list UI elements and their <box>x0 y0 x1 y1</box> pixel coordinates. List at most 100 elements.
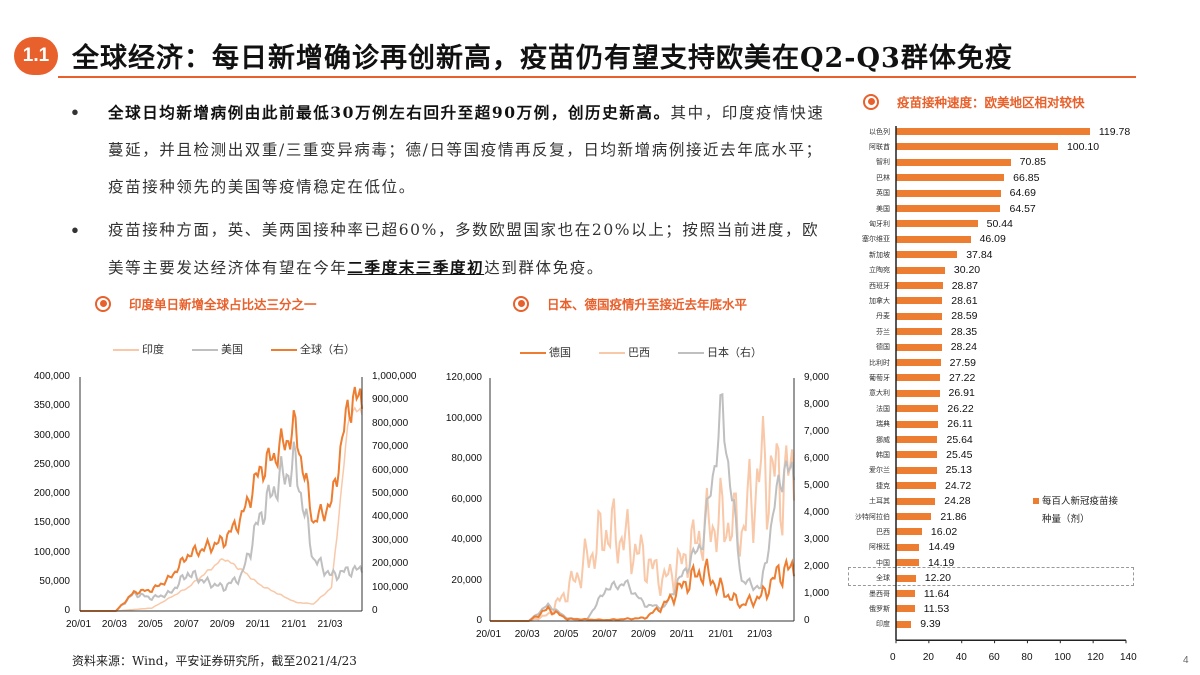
bar-category-label: 印度 <box>876 620 890 629</box>
bar-category-label: 西班牙 <box>869 281 890 290</box>
bar-category-label: 墨西哥 <box>869 589 890 598</box>
axis-tick-label: 150,000 <box>33 517 70 529</box>
page-title: 全球经济：每日新增确诊再创新高，疫苗仍有望支持欧美在Q2-Q3群体免疫 <box>72 43 1013 74</box>
axis-tick-label: 8,000 <box>804 399 830 410</box>
bar-row: 新加坡 37.84 <box>850 247 993 262</box>
target-icon <box>863 93 879 110</box>
chart2-title-text: 日本、德国疫情升至接近去年底水平 <box>547 297 748 312</box>
bar-value-label: 64.57 <box>1009 202 1036 215</box>
bar <box>896 359 941 366</box>
bar-value-label: 9.39 <box>920 618 941 631</box>
axis-tick-label: 0 <box>372 605 378 616</box>
axis-tick-label: 20,000 <box>451 574 482 586</box>
bar <box>896 143 1058 151</box>
bar-row: 阿根廷 14.49 <box>850 540 955 555</box>
bar <box>896 543 920 551</box>
bar <box>896 128 1090 135</box>
bar-row: 阿联酋 100.10 <box>850 139 1099 154</box>
title-divider <box>58 76 1136 78</box>
bar-row: 英国 64.69 <box>850 186 1036 201</box>
bar-chart-legend: 每百人新冠疫苗接 种量（剂） <box>1033 493 1118 529</box>
axis-tick-label: 9,000 <box>804 372 830 383</box>
chart2-legend: 德国 巴西 日本（右） <box>520 344 762 360</box>
bar <box>896 590 915 597</box>
bar-row: 爱尔兰 25.13 <box>850 463 972 478</box>
legend-label: 印度 <box>142 343 164 356</box>
bar-category-label: 智利 <box>876 158 890 167</box>
bar-category-label: 德国 <box>876 343 890 352</box>
bar-value-label: 25.13 <box>945 464 972 477</box>
bar-category-label: 匈牙利 <box>869 219 890 228</box>
bar-value-label: 28.87 <box>951 279 978 292</box>
bar <box>896 343 942 351</box>
bullet-text: 达到群体免疫。 <box>484 259 604 277</box>
bar-value-label: 66.85 <box>1013 171 1040 184</box>
bar-row: 挪威 25.64 <box>850 432 973 447</box>
legend-label: 种量（剂） <box>1042 514 1090 525</box>
bar-value-label: 70.85 <box>1019 156 1046 169</box>
chart1-plot <box>79 377 363 612</box>
bar <box>896 174 1005 182</box>
bar-row: 巴西 16.02 <box>850 524 957 539</box>
bar-value-label: 100.10 <box>1066 140 1100 153</box>
bar <box>896 389 940 397</box>
bar-chart-axis <box>895 126 1127 644</box>
axis-tick-label: 0 <box>804 615 810 626</box>
bar-value-label: 50.44 <box>986 217 1013 230</box>
bar-category-label: 沙特阿拉伯 <box>855 512 890 521</box>
bar <box>896 620 912 628</box>
bar-value-label: 64.69 <box>1009 187 1036 200</box>
bullet-dot: • <box>70 103 82 122</box>
bar <box>896 451 938 459</box>
bar-row: 西班牙 28.87 <box>850 278 978 293</box>
bar-value-label: 26.91 <box>948 387 975 400</box>
bar-row: 加拿大 28.61 <box>850 293 978 308</box>
chart3-title: 疫苗接种速度：欧美地区相对较快 <box>863 92 1085 111</box>
bar-value-label: 119.78 <box>1098 125 1131 138</box>
axis-tick-label: 250,000 <box>33 458 70 470</box>
bar <box>896 497 936 505</box>
bullet-bold-text: 全球日均新增病例由此前最低30万例左右回升至超90万例，创历史新高。 <box>108 103 671 122</box>
bullet-text: 其中，印度疫情快速蔓延，并且检测出双重/三重变异病毒；德/日等国疫情再反复，日均… <box>108 104 825 196</box>
bar-row: 塞尔维亚 46.09 <box>850 232 1006 247</box>
legend-label: 全球（右） <box>300 343 355 356</box>
axis-tick-label: 80 <box>1021 652 1033 664</box>
chart3-title-text: 疫苗接种速度：欧美地区相对较快 <box>897 95 1085 110</box>
axis-tick-label: 20/01 <box>66 619 92 630</box>
chart1-title: 印度单日新增全球占比达三分之一 <box>95 294 317 313</box>
target-icon <box>95 295 111 312</box>
bar-category-label: 英国 <box>876 189 890 198</box>
axis-tick-label: 100,000 <box>33 546 70 558</box>
axis-tick-label: 40 <box>955 652 967 664</box>
chart1-title-text: 印度单日新增全球占比达三分之一 <box>129 297 317 312</box>
bar <box>896 205 1001 212</box>
bar-value-label: 25.45 <box>946 448 973 461</box>
section-badge: 1.1 <box>14 37 58 75</box>
bar-value-label: 24.28 <box>944 495 971 508</box>
bar <box>896 251 958 259</box>
bullet-item: • 全球日均新增病例由此前最低30万例左右回升至超90万例，创历史新高。其中，印… <box>70 94 830 206</box>
axis-tick-label: 20/07 <box>173 619 199 630</box>
axis-tick-label: 300,000 <box>33 429 70 441</box>
bar <box>896 235 971 243</box>
bar-row: 比利时 27.59 <box>850 355 976 370</box>
bar-row: 印度 9.39 <box>850 617 941 632</box>
bar-category-label: 韩国 <box>876 450 890 459</box>
axis-tick-label: 5,000 <box>804 480 830 491</box>
axis-tick-label: 20/05 <box>137 619 163 630</box>
bar-row: 瑞典 26.11 <box>850 417 973 432</box>
axis-tick-label: 400,000 <box>372 511 409 523</box>
bar-value-label: 46.09 <box>979 233 1006 246</box>
axis-tick-label: 120,000 <box>445 372 482 383</box>
bar-category-label: 巴林 <box>876 173 890 182</box>
bar <box>896 528 922 536</box>
bar <box>896 420 939 428</box>
axis-tick-label: 20/11 <box>669 629 694 640</box>
bar-row: 芬兰 28.35 <box>850 324 977 339</box>
bar-value-label: 21.86 <box>940 510 967 523</box>
axis-tick-label: 2,000 <box>804 561 830 572</box>
source-note: 资料来源：Wind，平安证券研究所，截至2021/4/23 <box>72 654 357 668</box>
bar-row: 墨西哥 11.64 <box>850 586 949 601</box>
bar <box>896 559 919 567</box>
axis-tick-label: 20/09 <box>630 629 656 640</box>
